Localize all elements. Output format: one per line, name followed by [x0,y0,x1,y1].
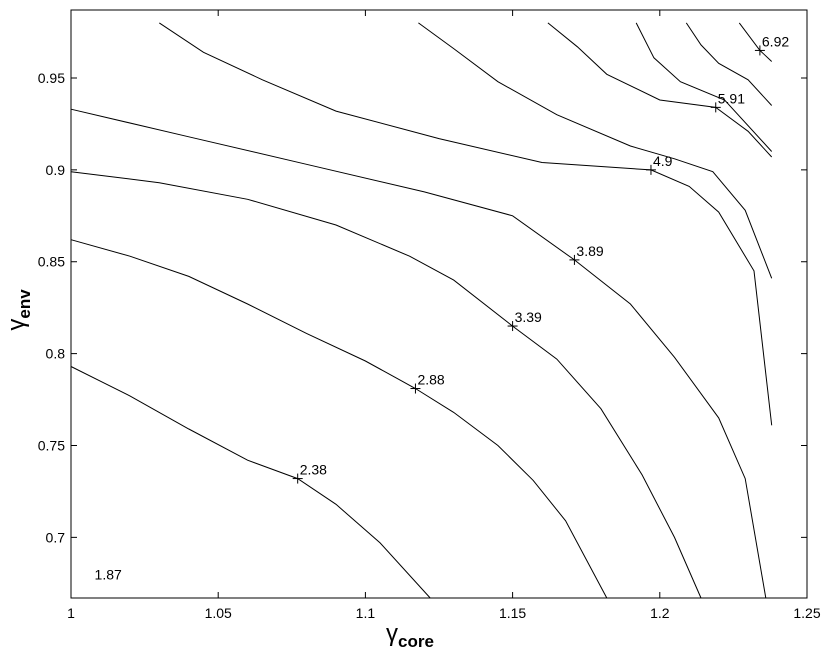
x-tick-label: 1.25 [793,605,820,621]
y-tick-label: 0.9 [46,162,66,178]
x-axis-title-subscript: core [398,632,434,651]
corner-level-label: 1.87 [95,567,122,583]
y-axis-title-symbol: γ [3,319,30,331]
axis-ticks: 1 1.05 1.1 1.15 1.2 1.25 0.7 0.75 0.8 0.85 0.9 0.95 [38,10,821,621]
contour-line-3.89 [70,108,767,599]
x-tick-label: 1.2 [650,605,670,621]
contour-level-label: 4.9 [653,153,673,169]
contour-line-2.38 [70,366,431,599]
y-axis-title: γenv [3,289,34,331]
contour-line-5.91 [418,22,773,279]
x-axis-title-symbol: γ [386,620,398,647]
x-tick-label: 1 [67,605,75,621]
contour-level-label: 3.89 [576,243,603,259]
contour-line-unlabeled-7 [635,22,773,152]
contour-lines [70,22,773,599]
contour-level-label: 2.88 [417,372,444,388]
x-tick-label: 1.05 [205,605,232,621]
contour-labels: 2.38 2.88 3.39 3.89 4.9 5.91 6.92 [292,33,789,484]
plot-frame [70,9,808,599]
contour-level-label: 3.39 [515,309,542,325]
contour-level-label: 6.92 [762,33,789,49]
y-tick-label: 0.8 [46,346,66,362]
contour-line-unlabeled-8 [685,22,773,106]
contour-line-3.39 [70,171,702,599]
contour-line-4.9 [159,22,773,426]
x-axis-title: γcore [386,620,434,651]
y-axis-title-subscript: env [15,289,34,319]
contour-line-6.92 [547,22,773,158]
y-tick-label: 0.75 [38,437,65,453]
x-tick-label: 1.1 [356,605,376,621]
y-tick-label: 0.85 [38,254,65,270]
contour-level-label: 2.38 [300,462,327,478]
x-tick-label: 1.15 [499,605,526,621]
contour-line-2.88 [70,239,608,599]
contour-level-label: 5.91 [718,90,745,106]
y-tick-label: 0.95 [38,70,65,86]
y-tick-label: 0.7 [46,529,66,545]
